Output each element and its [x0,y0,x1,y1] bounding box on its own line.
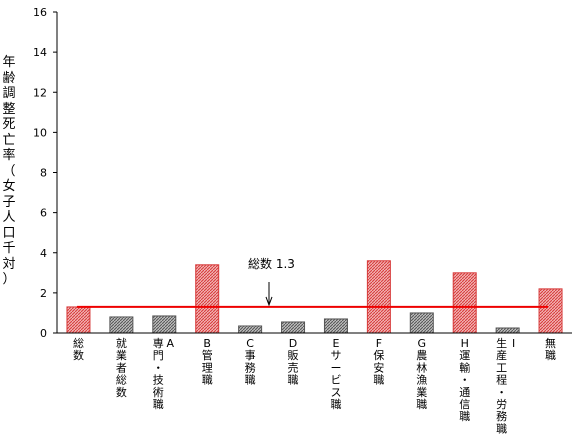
bar-7 [366,260,391,334]
x-tick-label: A専門・技術職 [153,337,175,411]
reference-label: 総数 1.3 [248,256,295,271]
x-tick-label-column: D 販売職 [288,337,299,387]
bar-8 [409,312,434,334]
x-tick-label: F 保安職 [373,337,384,387]
x-tick-label: B 管理職 [202,337,213,387]
y-tick-label: 10 [33,126,47,139]
x-tick-label-column: 就業者総数 [116,336,127,399]
reference-line-group: 総数 1.3 [77,256,548,308]
y-tick-label: 2 [40,287,47,300]
bar-4 [238,325,263,334]
bar-11 [538,288,563,334]
x-tick-label-column: G 農林漁業職 [416,337,427,411]
y-tick-label: 14 [33,46,47,59]
y-tick-label: 8 [40,167,47,180]
x-tick-label-column: B 管理職 [202,337,213,387]
x-tick-label-column: 総数 [73,336,84,362]
x-tick-label-column: C 事務職 [245,337,256,387]
x-tick-label-column: 生産工程・労務職 [496,336,507,435]
x-tick-label: 就業者総数 [116,336,127,399]
x-tick-label: I 生産工程・労務職 [496,336,515,435]
y-tick-label: 6 [40,207,47,220]
x-tick-label: 総数 [73,336,84,362]
y-tick-label: 16 [33,6,47,19]
bar-10 [495,327,520,334]
y-axis-label: 年齢調整死亡率（女子人口千対） [2,55,16,287]
x-tick-label-column: H 運輸・通信職 [459,337,470,423]
y-tick-label: 4 [40,247,47,260]
y-tick-label: 0 [40,327,47,340]
x-tick-label: 無職 [545,336,556,362]
x-tick-label-column: 無職 [545,336,556,362]
x-tick-label: C 事務職 [245,337,256,387]
y-tick-label: 12 [33,86,47,99]
x-tick-label: G 農林漁業職 [416,337,427,411]
x-tick-label-column: I [512,337,515,350]
x-tick-label-column: E サービス職 [330,337,341,411]
bars [57,260,572,334]
bar-2 [152,315,177,334]
x-tick-label: E サービス職 [330,337,341,411]
bar-5 [281,321,306,334]
bar-6 [323,318,348,334]
reference-arrow-head [265,296,273,307]
x-tick-label: H 運輸・通信職 [459,337,470,423]
bar-9 [452,272,477,334]
bar-1 [109,316,134,334]
x-tick-label-column: 専門・技術職 [153,337,164,411]
x-tick-label: D 販売職 [288,337,299,387]
x-tick-label-column: F 保安職 [373,337,384,387]
bar-3 [195,264,220,334]
x-tick-label-column: A [167,337,175,350]
x-axis-labels: 総数 就業者総数 A専門・技術職 B 管理職 C 事務職 D 販売職 E サービス職 F 保安職 G 農林漁… [73,336,556,435]
y-axis: 0 2 4 6 8 10 12 14 16 [33,6,58,340]
bar-0 [66,306,91,334]
